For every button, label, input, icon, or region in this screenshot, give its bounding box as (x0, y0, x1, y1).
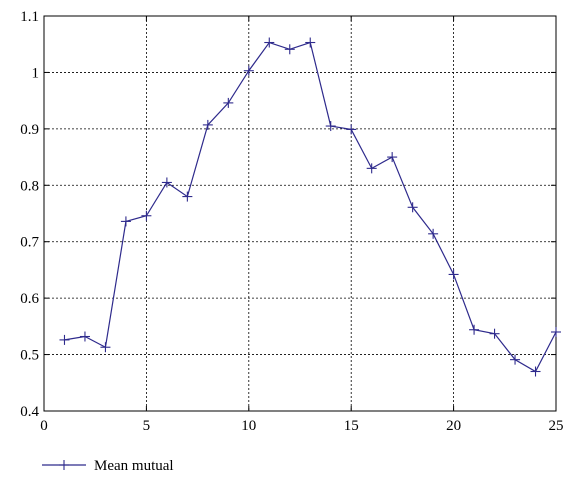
data-point (428, 228, 439, 239)
data-point (141, 210, 152, 221)
data-point (325, 121, 336, 132)
data-point (243, 65, 254, 76)
x-tick-label: 5 (143, 418, 151, 434)
y-tick-label: 1 (32, 65, 40, 81)
grid-lines (44, 16, 556, 411)
y-tick-label: 1.1 (20, 9, 39, 25)
y-tick-label: 0.9 (20, 122, 39, 138)
data-point (161, 177, 172, 188)
data-point (120, 216, 131, 227)
plot-area-frame (43, 15, 557, 412)
y-tick-label: 0.8 (20, 178, 39, 194)
x-tick-label: 15 (344, 418, 359, 434)
legend-label: Mean mutual (94, 458, 174, 474)
data-point (366, 163, 377, 174)
data-point (223, 97, 234, 108)
data-point (284, 44, 295, 55)
data-point (100, 342, 111, 353)
legend: Mean mutual (42, 458, 174, 474)
data-point (264, 37, 275, 48)
y-tick-label: 0.7 (20, 235, 39, 251)
data-point (305, 37, 316, 48)
data-point (79, 331, 90, 342)
series-line (64, 41, 557, 373)
x-tick-label: 25 (549, 418, 564, 434)
data-point (202, 119, 213, 130)
data-point (59, 334, 70, 345)
y-axis: 0.4 0.5 0.6 0.7 0.8 0.9 1 1.1 (20, 9, 556, 420)
data-point (448, 269, 459, 280)
data-point (346, 124, 357, 135)
data-point (469, 324, 480, 335)
legend-marker-swatch (59, 460, 69, 470)
data-point (551, 327, 561, 337)
data-point (387, 152, 398, 163)
series-layer (59, 37, 561, 377)
y-tick-label: 0.4 (20, 404, 39, 420)
data-point (407, 202, 418, 213)
data-point (182, 191, 193, 202)
x-tick-label: 0 (40, 418, 48, 434)
data-point (489, 328, 500, 339)
x-axis: 0 5 10 15 20 25 (40, 16, 564, 434)
x-tick-label: 20 (446, 418, 461, 434)
data-point (59, 460, 69, 470)
data-point (510, 354, 521, 365)
y-tick-label: 0.6 (20, 291, 39, 307)
x-tick-label: 10 (241, 418, 256, 434)
y-tick-label: 0.5 (20, 348, 39, 364)
data-point (530, 366, 541, 377)
